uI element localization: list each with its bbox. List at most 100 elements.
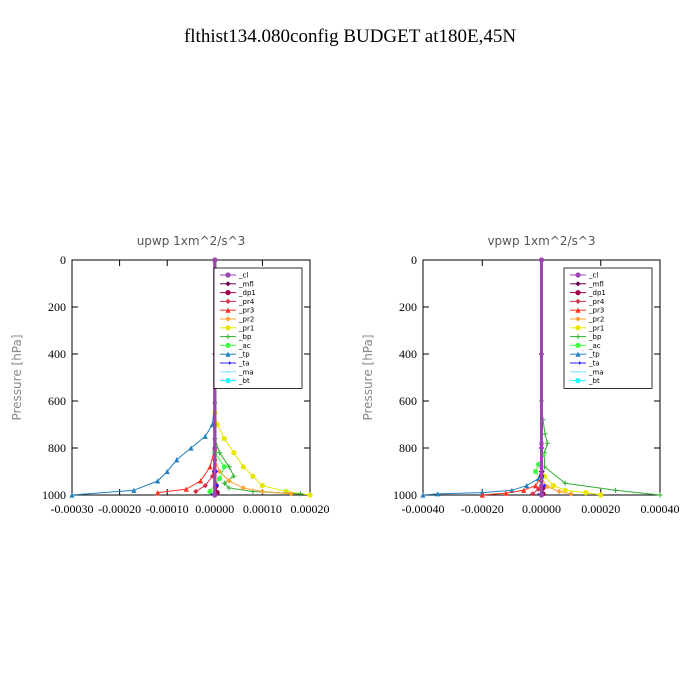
data-point xyxy=(524,483,530,489)
legend-marker xyxy=(575,325,581,331)
legend-marker xyxy=(225,378,231,384)
x-tick-label: 0.00020 xyxy=(291,502,330,516)
y-tick-label: 800 xyxy=(48,441,66,455)
legend-marker xyxy=(575,351,581,357)
data-point xyxy=(216,450,223,456)
data-point xyxy=(535,486,542,492)
legend-marker xyxy=(575,307,581,313)
x-tick-label: -0.00010 xyxy=(146,502,189,516)
data-point xyxy=(583,490,589,496)
data-point xyxy=(657,492,663,498)
data-point xyxy=(542,431,548,437)
data-point xyxy=(250,473,256,479)
series-line-tp xyxy=(71,400,216,496)
x-tick-label: 0.00000 xyxy=(195,502,234,516)
x-tick-label: -0.00040 xyxy=(402,502,445,516)
legend-label: _pr4 xyxy=(588,298,605,306)
y-axis-label: Pressure [hPa] xyxy=(10,334,24,420)
data-point xyxy=(288,491,294,497)
legend-label: _cl xyxy=(238,272,248,280)
legend-marker xyxy=(225,290,231,296)
data-point xyxy=(216,475,223,482)
y-tick-label: 400 xyxy=(399,347,417,361)
legend-marker xyxy=(575,361,582,365)
data-point xyxy=(212,257,218,263)
data-point xyxy=(538,492,545,498)
legend-label: _bt xyxy=(238,377,250,385)
data-point xyxy=(612,487,619,493)
legend-label: _ac xyxy=(238,342,251,350)
legend-label: _pr3 xyxy=(238,307,254,315)
data-point xyxy=(550,483,556,489)
legend-label: _mfl xyxy=(588,280,604,288)
legend-marker xyxy=(225,334,231,340)
legend-marker xyxy=(575,298,581,304)
series-line-pr2 xyxy=(214,459,292,495)
legend-marker xyxy=(575,334,581,340)
data-point xyxy=(231,473,237,479)
legend-marker xyxy=(225,298,231,304)
data-point xyxy=(207,464,213,470)
legend-marker xyxy=(575,272,581,278)
x-tick-label: 0.00040 xyxy=(641,502,680,516)
data-point xyxy=(535,461,542,468)
data-point xyxy=(183,486,189,492)
data-point xyxy=(202,433,208,439)
data-point xyxy=(598,492,604,498)
data-point xyxy=(479,492,485,498)
series-line-bp xyxy=(541,400,661,496)
x-tick-label: -0.00020 xyxy=(461,502,504,516)
legend-label: _pr1 xyxy=(238,324,254,332)
legend-label: _ta xyxy=(588,360,600,368)
panel-title: upwp 1xm^2/s^3 xyxy=(137,234,246,248)
data-point xyxy=(530,491,536,497)
data-point xyxy=(193,488,199,495)
legend-label: _ma xyxy=(238,368,254,376)
legend-marker xyxy=(225,361,232,365)
series-line-pr2 xyxy=(541,478,572,495)
data-point xyxy=(556,488,562,495)
data-point xyxy=(259,488,265,495)
legend-label: _pr2 xyxy=(238,316,254,324)
data-point xyxy=(197,478,204,484)
data-point xyxy=(69,492,75,498)
x-tick-label: 0.00020 xyxy=(581,502,620,516)
legend-label: _bt xyxy=(588,377,600,385)
data-point xyxy=(521,487,527,493)
data-point xyxy=(131,487,137,493)
data-point xyxy=(231,450,237,456)
data-point xyxy=(212,492,218,498)
data-point xyxy=(532,468,539,475)
data-point xyxy=(216,468,223,475)
data-point xyxy=(221,436,227,442)
y-tick-label: 200 xyxy=(399,300,417,314)
data-point xyxy=(226,485,232,491)
series-line-bp xyxy=(214,438,301,495)
legend-marker xyxy=(575,290,581,296)
x-tick-label: -0.00030 xyxy=(51,502,94,516)
y-tick-label: 400 xyxy=(48,347,66,361)
y-axis-label: Pressure [hPa] xyxy=(361,334,375,420)
data-point xyxy=(174,457,180,463)
legend-marker xyxy=(575,281,581,287)
y-tick-label: 1000 xyxy=(393,488,417,502)
x-tick-label: 0.00010 xyxy=(243,502,282,516)
y-tick-label: 800 xyxy=(399,441,417,455)
data-point xyxy=(226,464,232,470)
panel-vpwp: vpwp 1xm^2/s^3 Pressure [hPa] 0 200 400 600 80… xyxy=(361,234,680,516)
data-point xyxy=(259,483,265,489)
data-point xyxy=(240,485,246,491)
legend-label: _tp xyxy=(238,351,250,359)
legend-label: _bp xyxy=(238,333,252,341)
data-point xyxy=(188,445,194,451)
legend-marker xyxy=(225,316,231,322)
data-point xyxy=(532,483,539,489)
data-point xyxy=(155,490,161,496)
data-point xyxy=(562,480,568,486)
legend-marker xyxy=(225,325,231,331)
legend-label: _pr1 xyxy=(588,324,604,332)
data-point xyxy=(221,480,227,486)
data-point xyxy=(240,464,246,470)
data-point xyxy=(226,478,232,484)
data-point xyxy=(562,487,568,493)
